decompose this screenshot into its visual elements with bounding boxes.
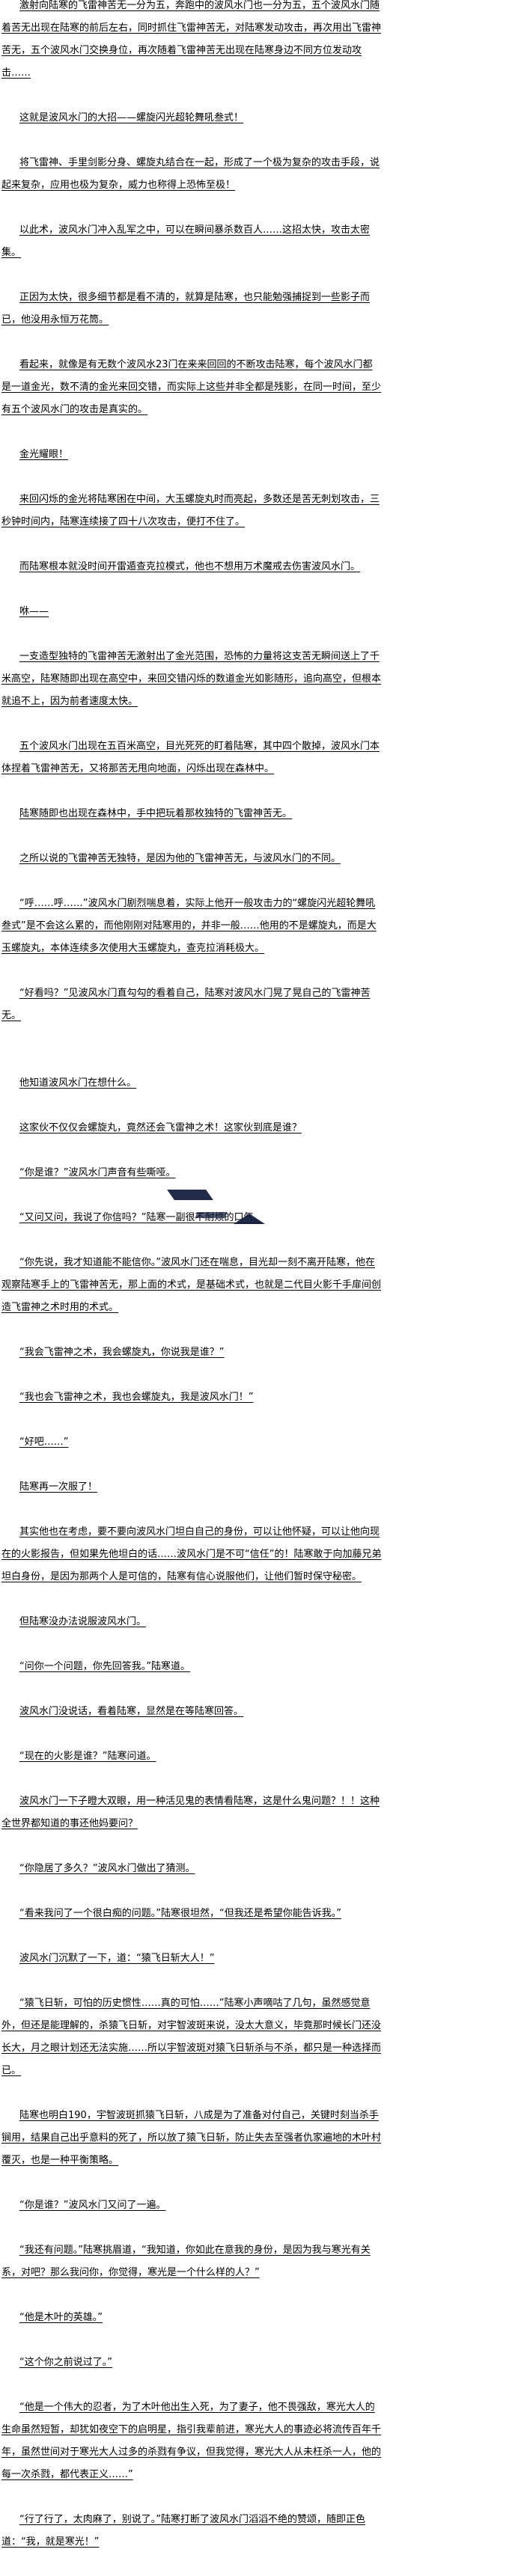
paragraph: “现在的火影是谁？”陆寒问道。 [19, 1751, 156, 1762]
paragraph: “猿飞日斩，可怕的历史惯性……真的可怕……”陆寒小声嘀咕了几句，虽然感觉意外，但… [1, 1998, 382, 2076]
ink-smudge [195, 1212, 228, 1218]
paragraph: 他知道波风水门在想什么。 [19, 1077, 137, 1089]
paragraph: 以此术，波风水门冲入乱军之中，可以在瞬间暴杀数百人……这招太快，攻击太密集。 [1, 224, 371, 258]
paragraph: “行了行了，太肉麻了，别说了。”陆寒打断了波风水门滔滔不绝的赞颂，随即正色道：“… [1, 2514, 365, 2548]
paragraph: “又问又问，我说了你信吗？”陆寒一副很不耐烦的口气。 [19, 1212, 263, 1223]
paragraph: “你先说，我才知道能不能信你。”波风水门还在喘息，目光却一刻不离开陆寒，他在观察… [1, 1257, 382, 1313]
paragraph: “我还有问题。”陆寒挑眉道，“我知道，你如此在意我的身份，是因为我与寒光有关系，… [1, 2245, 371, 2278]
chapter-text: 激射向陆寒的飞雷神苦无一分为五，奔跑中的波风水门也一分为五，五个波风水门随着苦无… [1, 0, 382, 2576]
paragraph: 一支造型独特的飞雷神苦无激射出了金光范围，恐怖的力量将这支苦无瞬间送上了千米高空… [1, 651, 382, 707]
paragraph: “好吧……” [19, 1437, 69, 1448]
paragraph: 而陆寒根本就没时间开雷遁查克拉模式，他也不想用万术魔戒去伤害波风水门。 [19, 561, 361, 572]
paragraph: “你是谁？”波风水门又问了一遍。 [19, 2200, 166, 2211]
paragraph: “我会飞雷神之术，我会螺旋丸，你说我是谁？” [19, 1347, 225, 1358]
paragraph: “好看吗？”见波风水门直勾勾的看着自己，陆寒对波风水门晃了晃自己的飞雷神苦无。 [1, 988, 371, 1021]
paragraph: 金光耀眼！ [19, 449, 69, 460]
paragraph: 正因为太快，很多细节都是看不清的，就算是陆寒，也只能勉强捕捉到一些影子而已，他没… [1, 292, 371, 325]
paragraph: “他是一个伟大的忍者，为了木叶他出生入死，为了妻子，他不畏强敌，寒光大人的生命虽… [1, 2402, 382, 2480]
paragraph: “呼……呼……”波风水门剧烈喘息着，实际上他开一般攻击力的“螺旋闪光超轮舞吼叁式… [1, 898, 377, 954]
paragraph: “问你一个问题，你先回答我。”陆寒道。 [19, 1661, 190, 1672]
paragraph: 看起来，就像是有无数个波风水23门在来来回回的不断攻击陆寒，每个波风水门都是一道… [1, 359, 382, 415]
paragraph: “你隐居了多久？”波风水门做出了猜测。 [19, 1863, 195, 1874]
paragraph: 陆寒随即也出现在森林中，手中把玩着那枚独特的飞雷神苦无。 [19, 808, 293, 819]
paragraph: 这就是波风水门的大招——螺旋闪光超轮舞吼叁式！ [19, 112, 244, 123]
paragraph: 陆寒再一次服了！ [19, 1481, 98, 1493]
paragraph: “这个你之前说过了。” [19, 2357, 112, 2368]
paragraph: 这家伙不仅仅会螺旋丸，竟然还会飞雷神之术！这家伙到底是谁？ [19, 1122, 302, 1133]
paragraph: 五个波风水门出现在五百米高空，目光死死的盯着陆寒，其中四个散掉，波风水门本体捏着… [1, 741, 380, 774]
paragraph: 咻—— [19, 606, 49, 617]
paragraph: “你是谁？”波风水门声音有些嘶哑。 [19, 1167, 176, 1178]
paragraph: “他是木叶的英雄。” [19, 2312, 103, 2323]
paragraph: 其实他也在考虑，要不要向波风水门坦白自己的身份，可以让他怀疑，可以让他向现在的火… [1, 1526, 382, 1582]
paragraph: 但陆寒没办法说服波风水门。 [19, 1616, 147, 1627]
paragraph: 激射向陆寒的飞雷神苦无一分为五，奔跑中的波风水门也一分为五，五个波风水门随着苦无… [1, 0, 382, 79]
paragraph: 波风水门一下子瞪大双眼，用一种活见鬼的表情看陆寒，这是什么鬼问题？！！这种全世界… [1, 1796, 380, 1829]
paragraph: 波风水门沉默了一下，道：“猿飞日斩大人！” [19, 1953, 215, 1964]
paragraph: “我也会飞雷神之术，我也会螺旋丸，我是波风水门！” [19, 1392, 254, 1403]
paragraph: 来回闪烁的金光将陆寒困在中间，大玉螺旋丸时而亮起，多数还是苦无刺划攻击，三秒钟时… [1, 494, 380, 527]
paragraph: 陆寒也明白190，宇智波斑抓猿飞日斩，八成是为了准备对付自己，关键时刻当杀手锏用… [1, 2110, 382, 2166]
paragraph: 波风水门没说话，看着陆寒，显然是在等陆寒回答。 [19, 1706, 244, 1717]
paragraph: 之所以说的飞雷神苦无独特，是因为他的飞雷神苦无，与波风水门的不同。 [19, 853, 341, 864]
ink-smudge [167, 1190, 213, 1200]
paragraph: 将飞雷神、手里剑影分身、螺旋丸结合在一起，形成了一个极为复杂的攻击手段，说起来复… [1, 157, 380, 191]
paragraph: “看来我问了一个很白痴的问题。”陆寒很坦然，“但我还是希望你能告诉我。” [19, 1908, 341, 1919]
